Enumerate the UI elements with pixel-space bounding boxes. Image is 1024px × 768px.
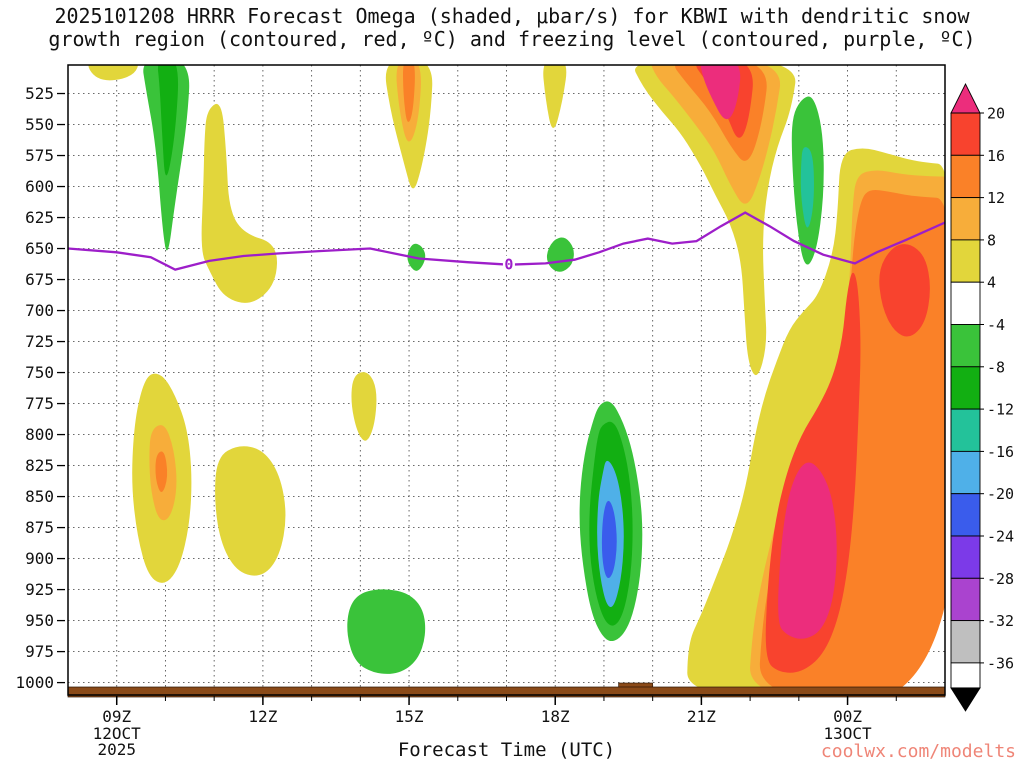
- omega-region-pink-topright: [700, 65, 741, 120]
- omega-region-yellow-topleft-sliver: [88, 65, 138, 81]
- omega-region-red-right-upper: [879, 244, 930, 337]
- x-axis-label: 21Z: [687, 707, 716, 726]
- omega-region-orange-15z-top: [402, 65, 415, 122]
- colorbar-tick-label: -4: [987, 316, 1005, 334]
- colorbar: 20 16 12 8 4 -4 -8 -12 -16 -20 -24 -28 -32 -36: [950, 82, 1014, 712]
- colorbar-tick-label: -32: [987, 612, 1014, 630]
- omega-region-teal-topright-core: [800, 147, 814, 228]
- x-axis-label: 09Z: [102, 707, 131, 726]
- colorbar-tick-label: 4: [987, 274, 996, 292]
- y-axis-label: 675: [25, 270, 54, 289]
- y-axis-label: 1000: [15, 673, 54, 692]
- y-axis-label: 700: [25, 301, 54, 320]
- colorbar-band-amber-2: [950, 197, 981, 241]
- colorbar-band-gray-12: [950, 620, 981, 664]
- y-axis-label: 550: [25, 115, 54, 134]
- colorbar-band-green2-6: [950, 366, 981, 410]
- colorbar-tick-label: -16: [987, 443, 1014, 461]
- colorbar-tick-label: -12: [987, 401, 1014, 419]
- watermark-text: coolwx.com/modelts: [820, 741, 1016, 762]
- x-axis-date-label: 12OCT: [93, 724, 142, 743]
- y-axis-label: 775: [25, 394, 54, 413]
- y-axis-label: 600: [25, 177, 54, 196]
- x-axis-label: 15Z: [395, 707, 424, 726]
- colorbar-band-green-5: [950, 324, 981, 368]
- chart-title-line1: 2025101208 HRRR Forecast Omega (shaded, …: [54, 4, 970, 28]
- colorbar-bottom-arrow: [950, 687, 981, 712]
- colorbar-tick-label: -28: [987, 570, 1014, 588]
- y-axis-label: 575: [25, 146, 54, 165]
- colorbar-band-lightblue-8: [950, 450, 981, 495]
- colorbar-tick-label: -20: [987, 485, 1014, 503]
- omega-region-yellow-left-column: [201, 103, 278, 303]
- omega-region-pink-right-core: [778, 462, 837, 639]
- plot-border: [67, 64, 946, 696]
- omega-region-yellow-midleft-b: [215, 446, 286, 576]
- freezing-level-line: [68, 211, 945, 271]
- y-axis-label: 650: [25, 239, 54, 258]
- x-axis-label: 00Z: [833, 707, 862, 726]
- colorbar-tick-label: -36: [987, 654, 1014, 672]
- x-axis-label: 12Z: [248, 707, 277, 726]
- x-axis-label: 18Z: [541, 707, 570, 726]
- colorbar-tick-label: 12: [987, 189, 1005, 207]
- y-axis-label: 950: [25, 611, 54, 630]
- zero-contour-label: 0: [504, 256, 513, 274]
- y-axis-label: 800: [25, 425, 54, 444]
- colorbar-tick-label: -8: [987, 358, 1005, 376]
- zero-contour-label-gap: [502, 255, 515, 273]
- x-axis-title: Forecast Time (UTC): [397, 739, 616, 761]
- freezing-level-group: 0: [68, 211, 945, 274]
- omega-region-blue-center: [601, 500, 617, 579]
- y-axis-label: 625: [25, 208, 54, 227]
- colorbar-band-white-13: [950, 662, 981, 689]
- y-axis-label: 825: [25, 456, 54, 475]
- colorbar-tick-label: -24: [987, 528, 1014, 546]
- y-axis-label: 875: [25, 518, 54, 537]
- colorbar-band-white-4: [950, 281, 981, 325]
- colorbar-band-yellow-3: [950, 239, 981, 283]
- y-axis-label: 975: [25, 642, 54, 661]
- colorbar-tick-label: 16: [987, 147, 1005, 165]
- colorbar-tick-label: 8: [987, 231, 996, 249]
- x-axis-date-label: 13OCT: [823, 724, 872, 743]
- y-axis-label: 750: [25, 363, 54, 382]
- colorbar-band-violet-10: [950, 535, 981, 579]
- chart-title-line2: growth region (contoured, red, ºC) and f…: [48, 27, 976, 51]
- y-axis-label: 850: [25, 487, 54, 506]
- colorbar-band-blue-9: [950, 493, 981, 537]
- y-axis-label: 900: [25, 549, 54, 568]
- omega-region-orange-midleft-a: [155, 451, 168, 492]
- colorbar-band-orchid-11: [950, 577, 981, 622]
- omega-region-green2-topleft-core: [157, 65, 179, 176]
- omega-region-yellow-18z-top: [543, 65, 567, 128]
- y-axis-label: 725: [25, 332, 54, 351]
- colorbar-tick-label: 20: [987, 105, 1005, 123]
- colorbar-top-arrow: [950, 82, 981, 114]
- colorbar-band-teal-7: [950, 408, 981, 452]
- colorbar-band-red-0: [950, 112, 981, 156]
- y-axis: 525 550 575 600 625 650 675 700 725 750 775 800 825 8…: [15, 84, 65, 692]
- contour-fill-regions: [88, 65, 945, 695]
- omega-region-green-on-line-18z: [546, 237, 574, 272]
- omega-region-green-bottom-center: [347, 589, 426, 674]
- x-axis-date-label: 2025: [97, 740, 136, 759]
- colorbar-band-orange-1: [950, 154, 981, 199]
- y-axis-label: 525: [25, 84, 54, 103]
- omega-region-yellow-14z: [351, 372, 377, 441]
- y-axis-label: 925: [25, 580, 54, 599]
